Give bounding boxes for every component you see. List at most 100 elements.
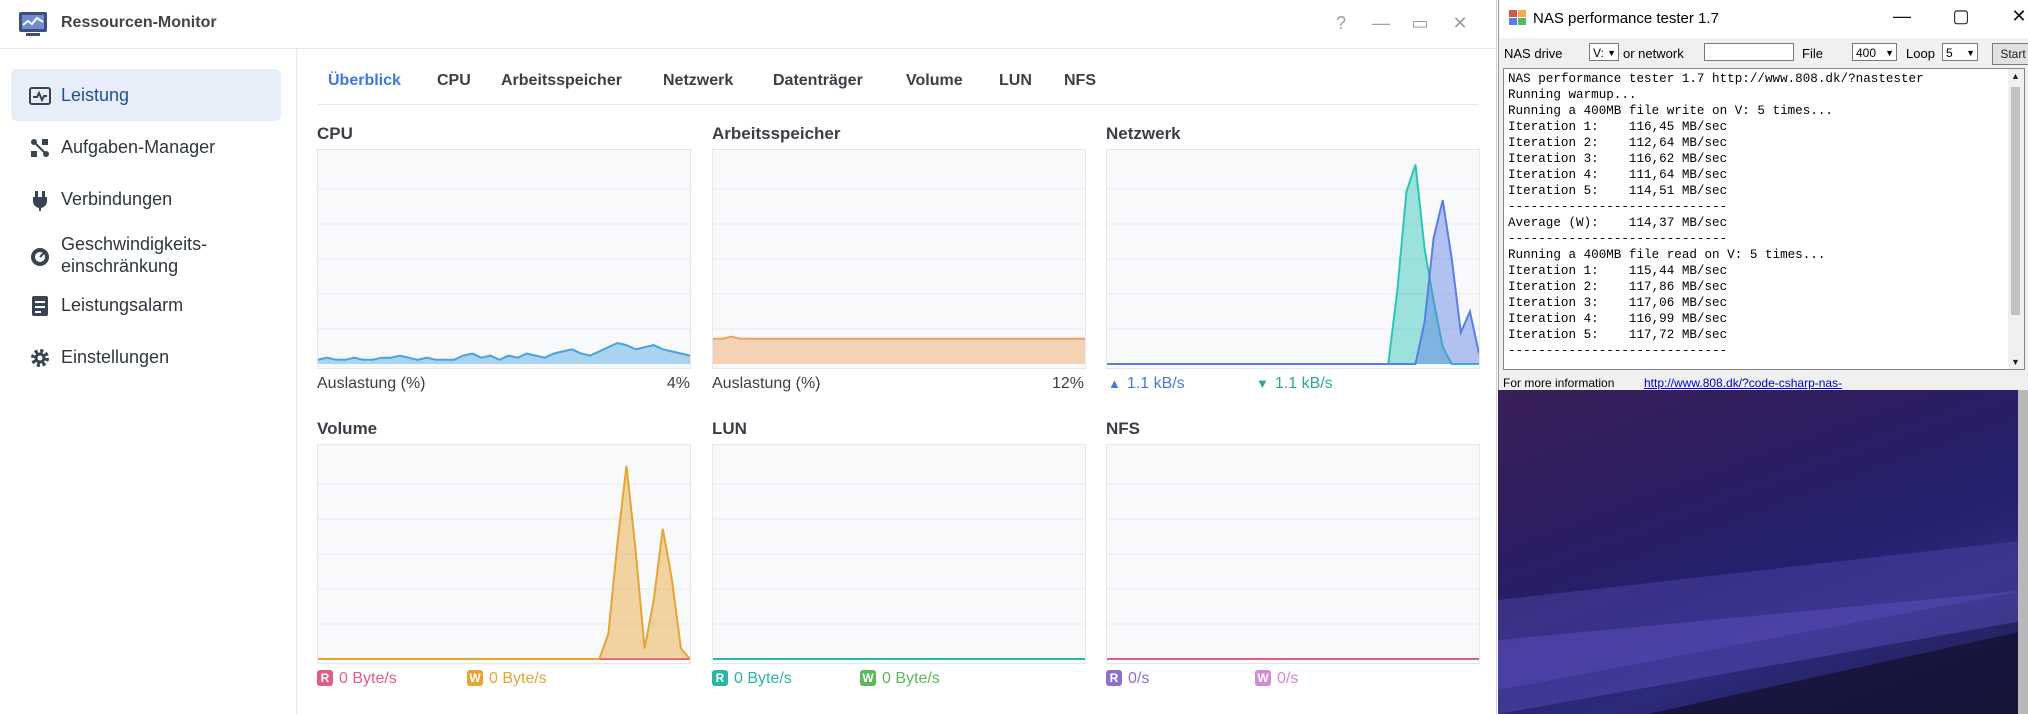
resource-monitor-window: Ressourcen-Monitor ? — ▭ ✕ Leistung Aufg… [0, 0, 1497, 714]
desktop-scrollbar[interactable] [2018, 390, 2028, 714]
upload-rate: 1.1 kB/s [1126, 375, 1185, 392]
gauge-icon [31, 248, 49, 266]
network-panel-title: Netzwerk [1106, 124, 1181, 143]
log-line: Iteration 4: 111,64 MB/sec [1508, 168, 1728, 182]
series-line [318, 341, 690, 361]
nas-tester-window: NAS performance tester 1.7 — ▢ ✕ NAS dri… [1498, 0, 2028, 390]
nas-drive-value: V: [1593, 46, 1604, 60]
tab-cpu[interactable]: CPU [437, 72, 471, 89]
start-button[interactable]: Start [1992, 43, 2028, 65]
series-line [713, 335, 1085, 340]
memory-usage-value: 12% [1051, 375, 1084, 392]
log-line: ----------------------------- [1508, 232, 1728, 246]
gear-icon [31, 349, 49, 367]
tab-nfs[interactable]: NFS [1064, 72, 1096, 89]
loop-select[interactable]: 5 ▼ [1942, 43, 1978, 61]
log-line: Iteration 2: 112,64 MB/sec [1508, 136, 1728, 150]
log-line: Iteration 3: 117,06 MB/sec [1508, 296, 1728, 310]
write-badge: W [1255, 670, 1271, 686]
scroll-thumb[interactable] [2011, 87, 2020, 315]
sidebar-item-leistungsalarm[interactable]: Leistungsalarm [11, 279, 281, 331]
arrow-up-icon: ▲ [1108, 376, 1121, 391]
log-line: Iteration 3: 116,62 MB/sec [1508, 152, 1728, 166]
network-upload: ▲ 1.1 kB/s [1108, 375, 1185, 393]
log-line: Average (W): 114,37 MB/sec [1508, 216, 1728, 230]
nas-maximize-button[interactable]: ▢ [1952, 6, 1970, 26]
log-output[interactable]: NAS performance tester 1.7 http://www.80… [1503, 68, 2025, 370]
volume-read-rate: 0 Byte/s [339, 670, 397, 687]
tasks-icon [31, 139, 49, 157]
tab-bar: Überblick CPU Arbeitsspeicher Netzwerk D… [318, 56, 1478, 105]
volume-read: R 0 Byte/s [317, 670, 397, 688]
sidebar-item-geschwindigkeitseinschraenkung[interactable]: Geschwindigkeits- einschränkung [11, 225, 281, 289]
loop-label: Loop [1906, 46, 1935, 61]
plug-icon [33, 191, 47, 211]
scroll-up-icon[interactable]: ▲ [2011, 71, 2020, 81]
series-area [713, 336, 1085, 364]
log-lines: NAS performance tester 1.7 http://www.80… [1508, 71, 1924, 359]
arrow-down-icon: ▼ [1256, 376, 1269, 391]
alarm-doc-icon [32, 296, 48, 316]
cpu-usage-label: Auslastung (%) [317, 375, 426, 392]
read-badge: R [317, 670, 333, 686]
wallpaper-art [1498, 540, 2028, 714]
log-line: NAS performance tester 1.7 http://www.80… [1508, 72, 1924, 86]
chevron-down-icon: ▼ [1885, 48, 1894, 58]
sidebar-item-label: Einstellungen [61, 347, 170, 367]
chevron-down-icon: ▼ [1607, 48, 1616, 58]
lun-read: R 0 Byte/s [712, 670, 792, 688]
series-area [1107, 200, 1479, 364]
maximize-button[interactable]: ▭ [1411, 13, 1429, 33]
tab-datentraeger[interactable]: Datenträger [773, 72, 863, 89]
nfs-write-rate: 0/s [1277, 670, 1299, 687]
nas-close-button[interactable]: ✕ [2011, 6, 2027, 26]
read-badge: R [712, 670, 728, 686]
nas-title-bar: NAS performance tester 1.7 — ▢ ✕ [1499, 0, 2028, 38]
series-area [318, 465, 690, 659]
loop-value: 5 [1946, 46, 1953, 60]
nfs-read-rate: 0/s [1128, 670, 1150, 687]
close-button[interactable]: ✕ [1452, 13, 1468, 33]
series-line [1107, 199, 1479, 365]
tab-ueberblick[interactable]: Überblick [328, 72, 401, 89]
log-line: Iteration 1: 115,44 MB/sec [1508, 264, 1728, 278]
sidebar-item-einstellungen[interactable]: Einstellungen [11, 331, 281, 383]
sidebar-item-label: Aufgaben-Manager [61, 137, 216, 157]
lun-read-rate: 0 Byte/s [734, 670, 792, 687]
sidebar-item-leistung[interactable]: Leistung [11, 69, 281, 121]
help-button[interactable]: ? [1335, 13, 1346, 33]
network-path-input[interactable] [1704, 43, 1794, 61]
sidebar-item-label: Leistung [61, 85, 130, 105]
series-area [318, 343, 690, 364]
tab-netzwerk[interactable]: Netzwerk [663, 72, 734, 89]
footer-link[interactable]: http://www.808.dk/?code-csharp-nas- [1644, 376, 1843, 390]
volume-write-rate: 0 Byte/s [489, 670, 547, 687]
sidebar-item-verbindungen[interactable]: Verbindungen [11, 173, 281, 225]
network-download: ▼ 1.1 kB/s [1256, 375, 1333, 393]
tab-volume[interactable]: Volume [906, 72, 963, 89]
series-line [318, 465, 690, 660]
lun-chart [712, 444, 1086, 664]
tab-arbeitsspeicher[interactable]: Arbeitsspeicher [501, 72, 622, 89]
log-line: Iteration 1: 116,45 MB/sec [1508, 120, 1728, 134]
write-badge: W [860, 670, 876, 686]
log-line: Running a 400MB file write on V: 5 times… [1508, 104, 1833, 118]
volume-write: W 0 Byte/s [467, 670, 547, 688]
memory-usage-label: Auslastung (%) [712, 375, 821, 392]
desktop-wallpaper [1498, 390, 2028, 714]
log-scrollbar[interactable]: ▲ ▼ [2008, 69, 2024, 369]
nas-drive-select[interactable]: V: ▼ [1589, 43, 1619, 61]
sidebar-item-aufgaben-manager[interactable]: Aufgaben-Manager [11, 121, 281, 173]
sidebar-item-label: Verbindungen [61, 189, 173, 209]
minimize-button[interactable]: — [1372, 13, 1390, 33]
file-size-label: File [1802, 46, 1823, 61]
nfs-panel-title: NFS [1106, 419, 1140, 438]
tab-lun[interactable]: LUN [999, 72, 1032, 89]
file-size-select[interactable]: 400 ▼ [1852, 43, 1897, 61]
lun-panel-title: LUN [712, 419, 747, 438]
scroll-down-icon[interactable]: ▼ [2011, 357, 2020, 367]
download-rate: 1.1 kB/s [1274, 375, 1333, 392]
monitor-app-icon [19, 12, 47, 36]
nas-minimize-button[interactable]: — [1893, 6, 1911, 26]
cpu-usage-value: 4% [666, 375, 690, 392]
